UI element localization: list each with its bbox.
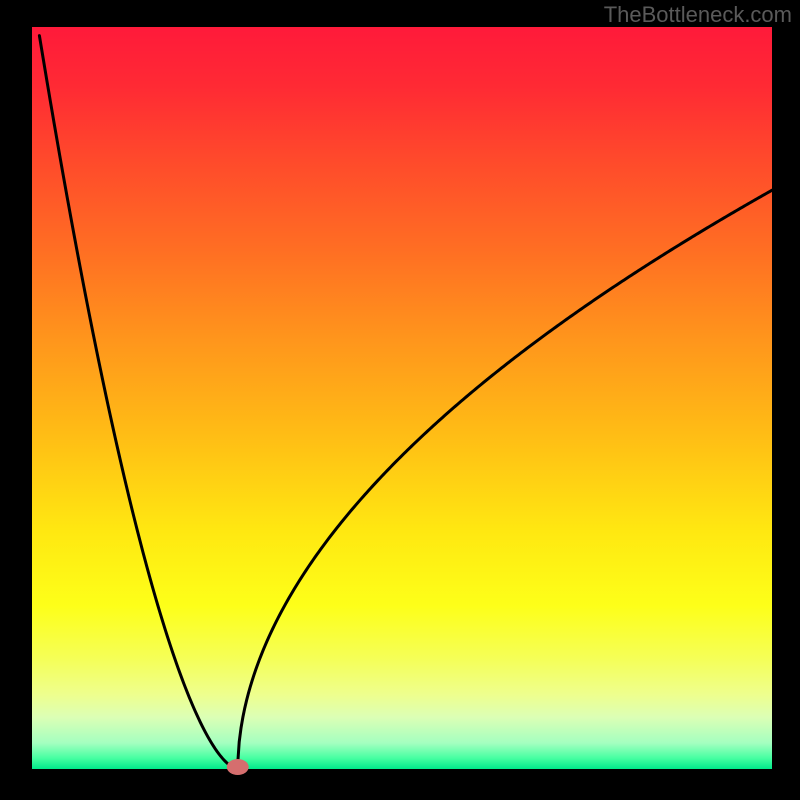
bottleneck-chart <box>0 0 800 800</box>
plot-background <box>32 27 772 769</box>
chart-container: TheBottleneck.com <box>0 0 800 800</box>
watermark-text: TheBottleneck.com <box>604 2 792 28</box>
optimal-point-marker <box>227 759 249 775</box>
